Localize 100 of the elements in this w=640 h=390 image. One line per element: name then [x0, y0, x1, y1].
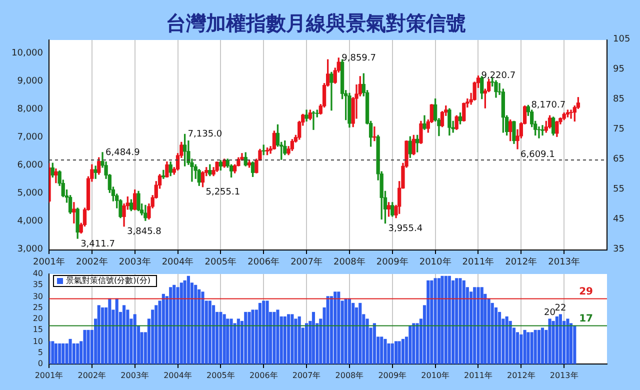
x-tick-label: 2005年 [206, 370, 235, 380]
y-tick-label: 4,000 [17, 216, 43, 226]
bar [287, 314, 290, 364]
bar [444, 276, 448, 364]
bar [508, 320, 512, 364]
bar [384, 338, 387, 364]
annotation: 20 [544, 308, 556, 318]
bar [244, 312, 248, 364]
bar [65, 343, 68, 364]
bar [68, 338, 72, 364]
annotation: 9,859.7 [342, 53, 376, 64]
x-tick-label: 2004年 [164, 370, 192, 380]
bar [480, 287, 484, 364]
x-tick-label: 2001年 [33, 256, 65, 268]
bar [222, 314, 226, 364]
x-tick-label: 2007年 [292, 370, 321, 380]
bar [169, 287, 172, 364]
y2-tick-label: 65 [613, 154, 624, 164]
bar [108, 298, 112, 364]
bar [162, 294, 165, 364]
bar [334, 292, 337, 364]
annotation: 6,609.1 [520, 150, 555, 160]
x-tick-label: 2006年 [249, 370, 278, 380]
bar [452, 280, 455, 364]
bar [290, 314, 294, 364]
bar [401, 338, 404, 364]
bar [194, 284, 198, 364]
legend-label: 景氣對策信號(分數)(分) [66, 276, 150, 286]
annotation: 7,135.0 [188, 130, 222, 140]
annotation: 9,220.7 [481, 71, 516, 82]
bar [426, 280, 430, 364]
y2-tick-label: 45 [613, 214, 624, 224]
y2-tick-label: 105 [613, 34, 630, 44]
chart-title: 台灣加權指數月線與景氣對策信號 [166, 11, 466, 35]
y-tick-label: 5 [38, 348, 43, 357]
bar [276, 310, 280, 364]
x-tick-label: 2008年 [334, 256, 366, 268]
bar [437, 278, 440, 364]
x-tick-label: 2008年 [335, 370, 364, 380]
bar [83, 330, 86, 364]
bar [251, 310, 254, 364]
x-tick-label: 2007年 [290, 256, 322, 268]
bar [326, 296, 330, 364]
bar [62, 343, 65, 364]
x-tick-label: 2009年 [376, 256, 408, 268]
y-tick-label: 10 [32, 336, 43, 346]
bar [540, 328, 544, 364]
bar [523, 330, 526, 364]
bar [372, 323, 376, 364]
x-tick-label: 2003年 [118, 256, 151, 268]
annotation: 3,955.4 [388, 224, 423, 234]
bar [133, 314, 136, 364]
bar [537, 330, 541, 364]
bar [186, 276, 190, 364]
x-tick-label: 2010年 [419, 256, 452, 268]
bar [455, 278, 458, 364]
y-tick-label: 15 [32, 325, 43, 334]
y-tick-label: 35 [32, 280, 43, 290]
bar [462, 280, 466, 364]
annotation: 5,255.1 [206, 188, 240, 198]
bar [490, 302, 494, 364]
bar [49, 341, 51, 364]
bar [97, 305, 100, 364]
bar [305, 323, 308, 364]
bar [573, 325, 576, 364]
bar [498, 312, 502, 364]
bar [440, 276, 444, 364]
bar [505, 316, 508, 364]
bar [398, 341, 401, 364]
x-tick-label: 2013年 [550, 370, 578, 380]
bar [408, 325, 412, 364]
ref-line-label: 17 [579, 313, 594, 324]
bar [58, 343, 62, 364]
bar [219, 312, 222, 364]
bar [390, 343, 394, 364]
bar [530, 332, 534, 364]
x-tick-label: 2010年 [421, 370, 450, 380]
bar [494, 307, 498, 364]
bar [430, 280, 434, 364]
bar [337, 292, 340, 364]
bar [555, 316, 558, 364]
y-tick-label: 8,000 [17, 104, 43, 114]
annotation: 8,170.7 [531, 100, 566, 111]
bar [236, 318, 240, 364]
x-tick-label: 2005年 [204, 256, 237, 268]
y-tick-label: 10,000 [12, 48, 43, 58]
y2-tick-label: 35 [613, 244, 624, 254]
ref-line-label: 29 [579, 286, 594, 298]
x-tick-label: 2011年 [462, 256, 494, 268]
x-tick-label: 2002年 [78, 370, 106, 380]
bar [72, 343, 76, 364]
bar [86, 330, 90, 364]
bar [458, 278, 462, 364]
bar [487, 298, 490, 364]
bar [100, 307, 104, 364]
bar [526, 332, 530, 364]
bar [258, 302, 262, 364]
bar [520, 334, 523, 364]
bar [183, 280, 186, 364]
y-tick-label: 25 [32, 302, 43, 312]
